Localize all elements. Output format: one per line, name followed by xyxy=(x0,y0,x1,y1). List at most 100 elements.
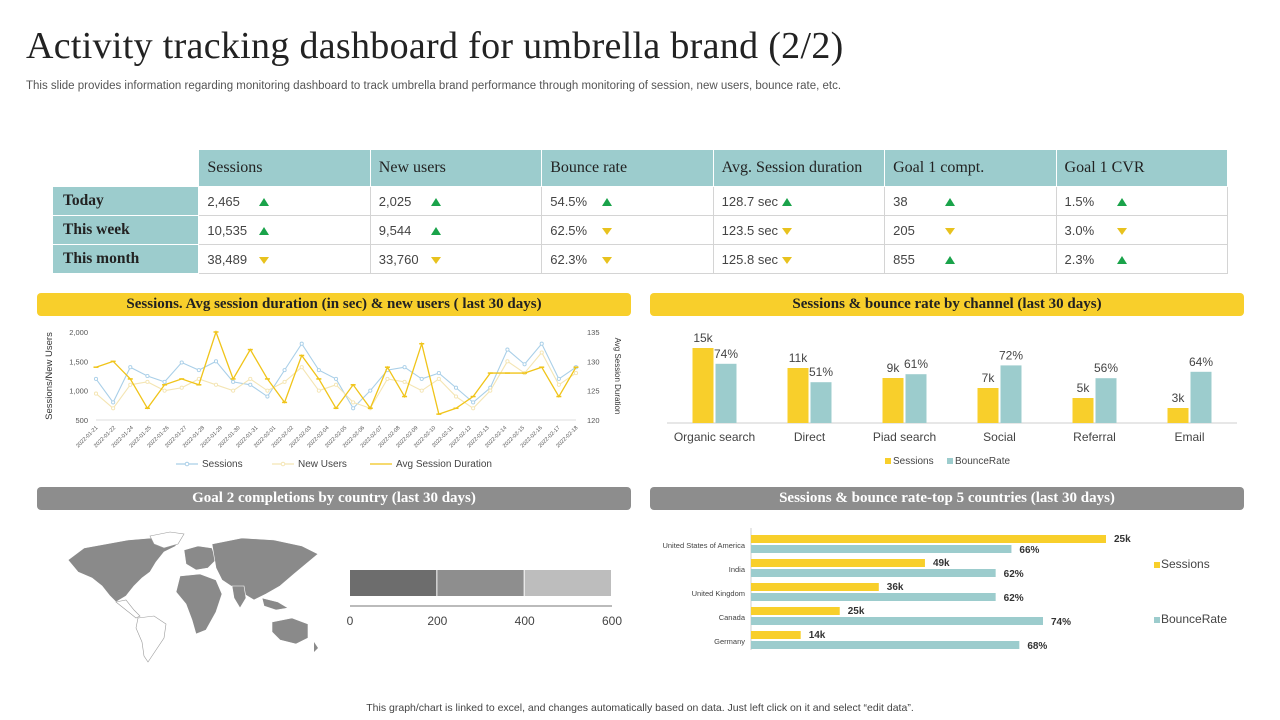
map-north-america xyxy=(67,535,177,603)
map-asia xyxy=(211,537,319,601)
legend-label: New Users xyxy=(298,459,347,470)
data-point xyxy=(282,379,287,384)
trend-up-icon xyxy=(430,227,441,236)
country-chart-title: Goal 2 completions by country (last 30 d… xyxy=(37,487,631,510)
data-point xyxy=(196,368,201,373)
kpi-row: This month 38,489 33,760 62.3% 125.8 sec 855 2… xyxy=(51,244,1229,274)
category-label: United States of America xyxy=(662,541,745,550)
data-point xyxy=(231,379,236,384)
data-point xyxy=(351,400,356,405)
y-axis-label: Sessions/New Users xyxy=(44,332,55,420)
data-point xyxy=(471,400,476,405)
data-label: 49k xyxy=(933,558,950,569)
data-point xyxy=(248,382,253,387)
data-point xyxy=(128,382,133,387)
data-point xyxy=(539,341,544,346)
kpi-col-sessions: Sessions xyxy=(198,149,371,187)
kpi-cell: 2,465 xyxy=(198,186,371,216)
y-tick-label: 500 xyxy=(75,416,88,425)
data-point xyxy=(93,376,99,381)
data-point xyxy=(333,382,339,387)
data-point xyxy=(93,391,99,396)
legend-swatch xyxy=(1154,617,1160,623)
kpi-cell: 9,544 xyxy=(369,215,543,245)
kpi-value: 38,489 xyxy=(207,251,248,267)
data-point xyxy=(231,388,236,393)
data-point xyxy=(539,350,544,355)
bar-sessions xyxy=(751,535,1106,543)
data-point xyxy=(453,394,459,399)
data-point xyxy=(179,360,184,365)
trend-up-icon xyxy=(259,227,270,236)
data-label: 62% xyxy=(1004,593,1024,604)
kpi-value: 62.3% xyxy=(550,251,588,267)
map-africa xyxy=(175,573,223,635)
legend-label: Sessions xyxy=(893,456,934,467)
bar-sessions xyxy=(882,378,904,423)
kpi-cell: 2,025 xyxy=(369,186,543,216)
category-label: United Kingdom xyxy=(692,589,745,598)
bar-bouncerate xyxy=(751,593,996,601)
y2-tick-label: 130 xyxy=(587,357,600,366)
data-label: 25k xyxy=(1114,534,1131,545)
category-label: Referral xyxy=(1073,430,1116,444)
kpi-row-label: This week xyxy=(51,215,200,245)
data-point xyxy=(265,394,270,399)
data-label: 15k xyxy=(693,331,713,345)
map-australia xyxy=(271,617,309,645)
trend-up-icon xyxy=(1116,198,1127,207)
series-line xyxy=(95,342,577,410)
data-point xyxy=(265,388,270,393)
bar-sessions xyxy=(751,583,879,591)
legend-label: Avg Session Duration xyxy=(396,459,492,470)
y-tick-label: 1,000 xyxy=(69,387,88,396)
kpi-row-label: Today xyxy=(51,186,200,216)
data-point xyxy=(436,371,441,376)
data-point xyxy=(179,385,184,390)
kpi-cell: 125.8 sec xyxy=(712,244,886,274)
stacked-segment xyxy=(524,570,611,596)
map-new-zealand xyxy=(314,642,318,652)
y2-tick-label: 120 xyxy=(587,416,600,425)
trend-up-icon xyxy=(782,198,793,207)
kpi-row-label: This month xyxy=(51,244,200,274)
kpi-value: 38 xyxy=(893,193,908,209)
category-label: Email xyxy=(1174,430,1204,444)
data-label: 51% xyxy=(809,365,833,379)
data-point xyxy=(316,388,321,393)
data-point xyxy=(111,406,116,411)
map-central-america xyxy=(115,599,141,619)
data-label: 11k xyxy=(789,351,808,365)
legend-swatch xyxy=(885,458,891,464)
kpi-cell: 128.7 sec xyxy=(712,186,886,216)
line-chart: Sessions/New Users Avg Session Duration 2,… xyxy=(44,328,622,470)
bar-sessions xyxy=(977,388,999,423)
map-southeast-asia xyxy=(261,597,289,611)
kpi-cell: 33,760 xyxy=(369,244,543,274)
data-label: 66% xyxy=(1019,545,1039,556)
data-point xyxy=(488,388,493,393)
data-point xyxy=(522,362,527,367)
line-chart-title: Sessions. Avg session duration (in sec) … xyxy=(37,293,631,316)
trend-down-icon xyxy=(602,227,613,235)
trend-up-icon xyxy=(259,198,270,207)
trend-down-icon xyxy=(430,256,441,264)
x-tick-label: 0 xyxy=(347,614,354,628)
bar-sessions xyxy=(692,348,714,423)
data-point xyxy=(282,368,287,373)
data-label: 5k xyxy=(1077,381,1091,395)
data-point xyxy=(505,347,510,352)
data-label: 36k xyxy=(887,582,904,593)
data-label: 25k xyxy=(848,606,865,617)
trend-up-icon xyxy=(430,198,441,207)
kpi-value: 33,760 xyxy=(378,251,419,267)
legend-label: Sessions xyxy=(1161,557,1210,571)
trend-up-icon xyxy=(602,198,613,207)
bar-bouncerate xyxy=(1000,365,1022,423)
kpi-cell: 1.5% xyxy=(1055,186,1229,216)
trend-up-icon xyxy=(945,198,956,207)
x-tick-label: 400 xyxy=(515,614,535,628)
trend-down-icon xyxy=(782,256,793,264)
bar-bouncerate xyxy=(905,374,927,423)
